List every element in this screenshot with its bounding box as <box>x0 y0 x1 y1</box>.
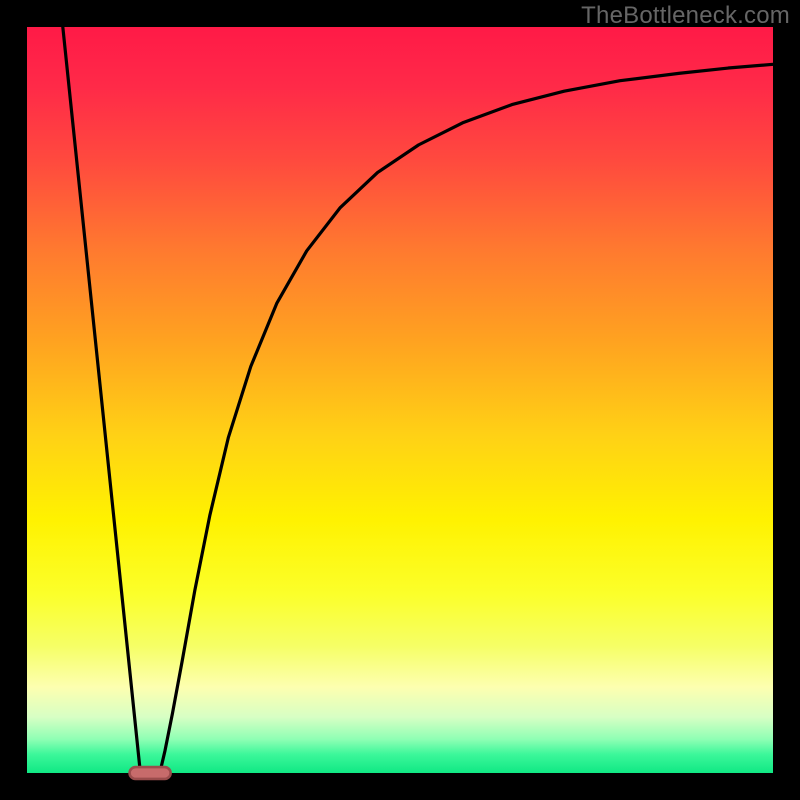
chart-stage: TheBottleneck.com <box>0 0 800 800</box>
bottleneck-chart <box>0 0 800 800</box>
watermark-text: TheBottleneck.com <box>581 2 790 30</box>
minimum-marker <box>130 767 171 779</box>
chart-gradient-background <box>27 27 773 773</box>
